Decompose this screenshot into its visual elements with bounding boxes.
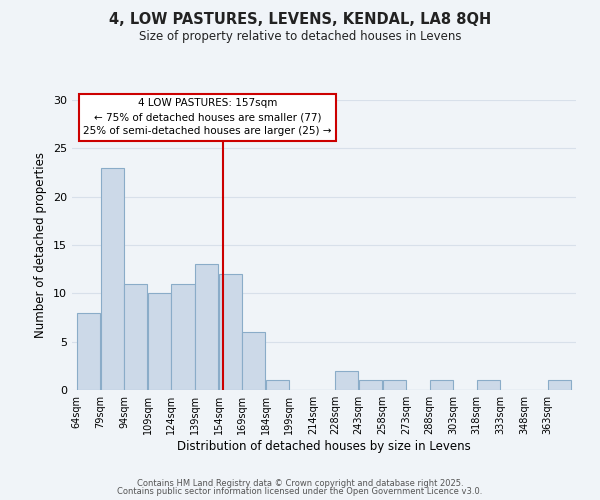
Text: Contains public sector information licensed under the Open Government Licence v3: Contains public sector information licen…: [118, 487, 482, 496]
Bar: [148, 294, 171, 390]
Text: 4 LOW PASTURES: 157sqm
← 75% of detached houses are smaller (77)
25% of semi-det: 4 LOW PASTURES: 157sqm ← 75% of detached…: [83, 98, 332, 136]
Bar: [383, 380, 406, 390]
Bar: [242, 332, 265, 390]
Bar: [172, 284, 194, 390]
Text: Contains HM Land Registry data © Crown copyright and database right 2025.: Contains HM Land Registry data © Crown c…: [137, 478, 463, 488]
Bar: [477, 380, 500, 390]
Y-axis label: Number of detached properties: Number of detached properties: [34, 152, 47, 338]
Bar: [430, 380, 453, 390]
Bar: [359, 380, 382, 390]
Bar: [335, 370, 358, 390]
Text: Size of property relative to detached houses in Levens: Size of property relative to detached ho…: [139, 30, 461, 43]
Bar: [101, 168, 124, 390]
Bar: [77, 312, 100, 390]
Bar: [548, 380, 571, 390]
Text: 4, LOW PASTURES, LEVENS, KENDAL, LA8 8QH: 4, LOW PASTURES, LEVENS, KENDAL, LA8 8QH: [109, 12, 491, 28]
Bar: [124, 284, 148, 390]
Bar: [195, 264, 218, 390]
X-axis label: Distribution of detached houses by size in Levens: Distribution of detached houses by size …: [177, 440, 471, 453]
Bar: [266, 380, 289, 390]
Bar: [219, 274, 242, 390]
